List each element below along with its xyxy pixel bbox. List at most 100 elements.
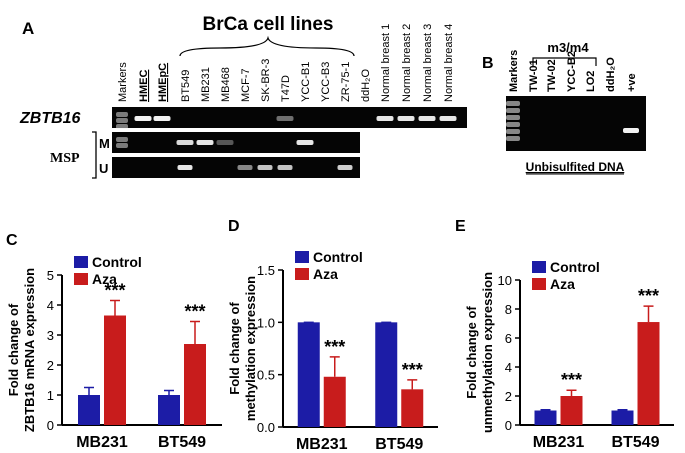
lane-label: Normal breast 4 [443, 24, 455, 102]
bar [297, 322, 320, 427]
lane-label: Normal breast 1 [380, 24, 392, 102]
y-tick-label: 10 [498, 273, 512, 288]
brace [179, 35, 355, 57]
x-tick-label: BT549 [375, 436, 423, 453]
error-bar [540, 409, 551, 411]
bar [375, 322, 398, 427]
error-bar [643, 305, 654, 323]
lane-label: BT549 [180, 70, 192, 102]
y-axis-title: unmethylation expression [480, 272, 495, 433]
gel-band [337, 165, 353, 170]
lane-label: ddH₂O [605, 57, 617, 92]
legend-label: Control [313, 249, 363, 265]
lane-label: HMEC [138, 70, 150, 102]
gel-band [418, 116, 436, 121]
gel-band [506, 136, 520, 141]
y-tick-label: 0 [505, 418, 512, 433]
y-tick-label: 3 [47, 328, 54, 343]
annotation: *** [324, 337, 345, 357]
gel-band [397, 116, 415, 121]
error-bar [84, 386, 94, 395]
gel-band [116, 143, 128, 148]
y-tick-label: 5 [47, 268, 54, 283]
y-axis-title: ZBTB16 mRNA expression [22, 268, 37, 432]
panel-label: B [482, 55, 494, 72]
panel-label: A [22, 19, 34, 38]
bar [323, 376, 346, 427]
y-tick-label: 8 [505, 302, 512, 317]
gel-band [153, 116, 171, 121]
error-bar [190, 320, 200, 344]
y-axis-title: Fold change of [227, 302, 242, 395]
panel-label: D [228, 218, 240, 235]
bar [611, 410, 634, 425]
lane-label: YCC-B2 [566, 51, 578, 92]
gel-row [112, 132, 360, 153]
y-tick-label: 1.0 [257, 315, 275, 330]
gel-band [506, 122, 520, 127]
y-tick-label: 1.5 [257, 263, 275, 278]
x-tick-label: BT549 [158, 434, 206, 451]
gel-band [116, 137, 128, 142]
lane-label: HMEpC [157, 63, 169, 102]
gel-row [112, 107, 467, 128]
gene-label: ZBTB16 [19, 110, 81, 127]
lane-label: T47D [280, 75, 292, 102]
lane-label: YCC-B1 [300, 62, 312, 102]
y-tick-label: 2 [47, 358, 54, 373]
legend-swatch [74, 256, 88, 268]
lane-label: YCC-B3 [320, 62, 332, 102]
gel-band [176, 140, 194, 145]
error-bar [617, 409, 628, 411]
bracket [532, 57, 597, 66]
gel-band [277, 165, 293, 170]
lane-label: ZR-75-1 [340, 62, 352, 102]
y-tick-label: 4 [47, 298, 54, 313]
gel-caption: Unbisulfited DNA [526, 160, 625, 174]
lane-label: MB468 [220, 67, 232, 102]
gel-band [506, 101, 520, 106]
legend-swatch [295, 251, 309, 263]
panel-label: E [455, 218, 466, 235]
gel-band [237, 165, 253, 170]
gel-row [112, 157, 360, 178]
group-title: m3/m4 [547, 40, 589, 55]
gel-band [196, 140, 214, 145]
y-tick-label: 0 [47, 418, 54, 433]
error-bar [407, 379, 418, 390]
bar [637, 322, 660, 425]
bar [401, 389, 424, 427]
legend-swatch [74, 273, 88, 285]
bar [158, 395, 180, 425]
y-tick-label: 6 [505, 331, 512, 346]
gel-band [216, 140, 234, 145]
panel-label: C [6, 232, 18, 249]
y-tick-label: 4 [505, 360, 512, 375]
gel-band [177, 165, 193, 170]
y-axis-title: Fold change of [6, 303, 21, 396]
lane-label: TW-01 [528, 59, 540, 92]
gel-band [116, 124, 128, 129]
legend-label: Aza [313, 266, 338, 282]
y-tick-label: 1 [47, 388, 54, 403]
gel-band [506, 115, 520, 120]
bar [560, 396, 583, 425]
lane-label: TW-02 [546, 59, 558, 92]
y-axis-title: Fold change of [464, 306, 479, 399]
lane-label: Normal breast 2 [401, 24, 413, 102]
lane-label: Normal breast 3 [422, 24, 434, 102]
bar [184, 344, 206, 425]
x-tick-label: MB231 [296, 436, 348, 453]
x-tick-label: MB231 [76, 434, 128, 451]
annotation: *** [184, 302, 205, 322]
gel-band [623, 128, 639, 133]
group-title: BrCa cell lines [203, 14, 334, 35]
annotation: *** [402, 360, 423, 380]
y-axis-title: methylation expression [243, 276, 258, 421]
gel-band [439, 116, 457, 121]
lane-label: ddH₂O [360, 69, 372, 102]
legend-label: Control [550, 259, 600, 275]
gel-band [376, 116, 394, 121]
legend-swatch [295, 268, 309, 280]
